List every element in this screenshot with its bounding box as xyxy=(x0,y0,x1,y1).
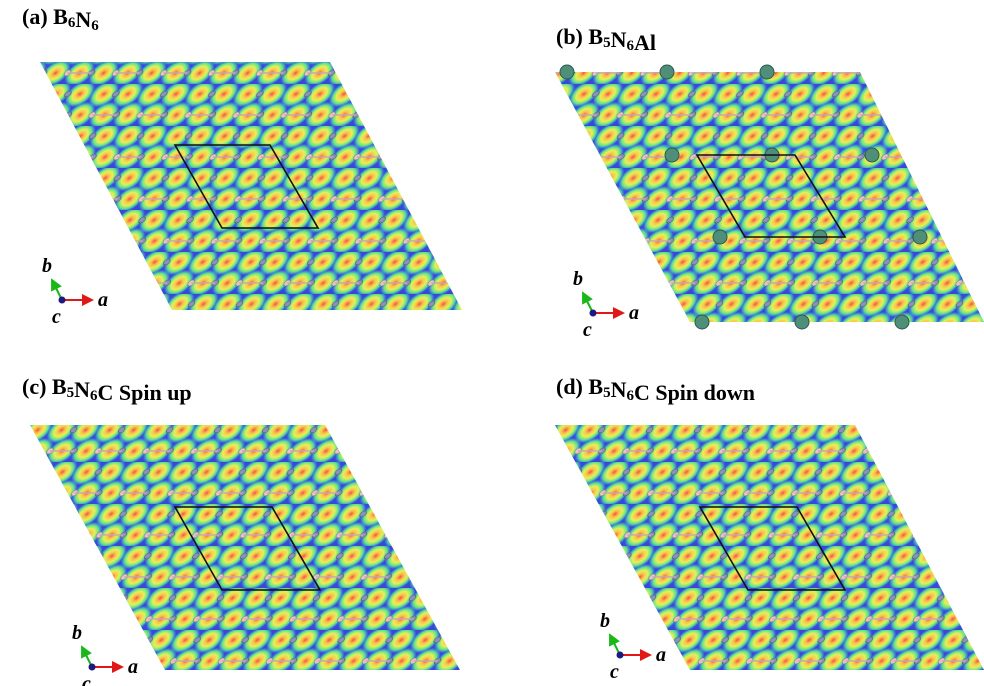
axis-label: a xyxy=(128,656,138,678)
axis-origin xyxy=(89,664,96,671)
elf-map xyxy=(555,425,984,670)
axis-label: a xyxy=(98,289,108,311)
axis-label: a xyxy=(656,644,666,666)
axis-label: c xyxy=(610,661,619,683)
elf-map xyxy=(40,62,462,310)
al-atom xyxy=(760,65,774,79)
al-atom xyxy=(665,148,679,162)
axis-origin xyxy=(617,652,624,659)
panel-title: (d) B5N6C Spin down xyxy=(556,374,755,405)
axis-label: b xyxy=(573,268,583,290)
figure: (a) B6N6bac(b) B5N6Albac(c) B5N6C Spin u… xyxy=(0,0,984,686)
panel-title: (b) B5N6Al xyxy=(556,24,656,55)
axis-label: c xyxy=(82,673,91,686)
al-atom xyxy=(795,315,809,329)
axis-label: b xyxy=(42,255,52,277)
elf-map xyxy=(30,425,460,670)
axis-label: b xyxy=(600,610,610,632)
panel: (a) B6N6 b a c xyxy=(22,4,462,328)
axis-label: a xyxy=(629,302,639,324)
al-atom xyxy=(913,230,927,244)
panel: (d) B5N6C Spin down b a c xyxy=(555,374,984,683)
elf-map xyxy=(555,72,984,322)
al-atom xyxy=(560,65,574,79)
axis-label: b xyxy=(72,622,82,644)
axis-origin xyxy=(590,310,597,317)
panel: (c) B5N6C Spin up b a c xyxy=(22,374,460,686)
al-atom xyxy=(695,315,709,329)
panel: (b) B5N6Al b a c xyxy=(555,24,984,341)
al-atom xyxy=(865,148,879,162)
panel-title: (a) B6N6 xyxy=(22,4,99,34)
axis-label: c xyxy=(52,306,61,328)
axis-origin xyxy=(59,297,66,304)
panel-title: (c) B5N6C Spin up xyxy=(22,374,192,405)
axis-label: c xyxy=(583,319,592,341)
al-atom xyxy=(660,65,674,79)
al-atom xyxy=(895,315,909,329)
al-atom xyxy=(713,230,727,244)
